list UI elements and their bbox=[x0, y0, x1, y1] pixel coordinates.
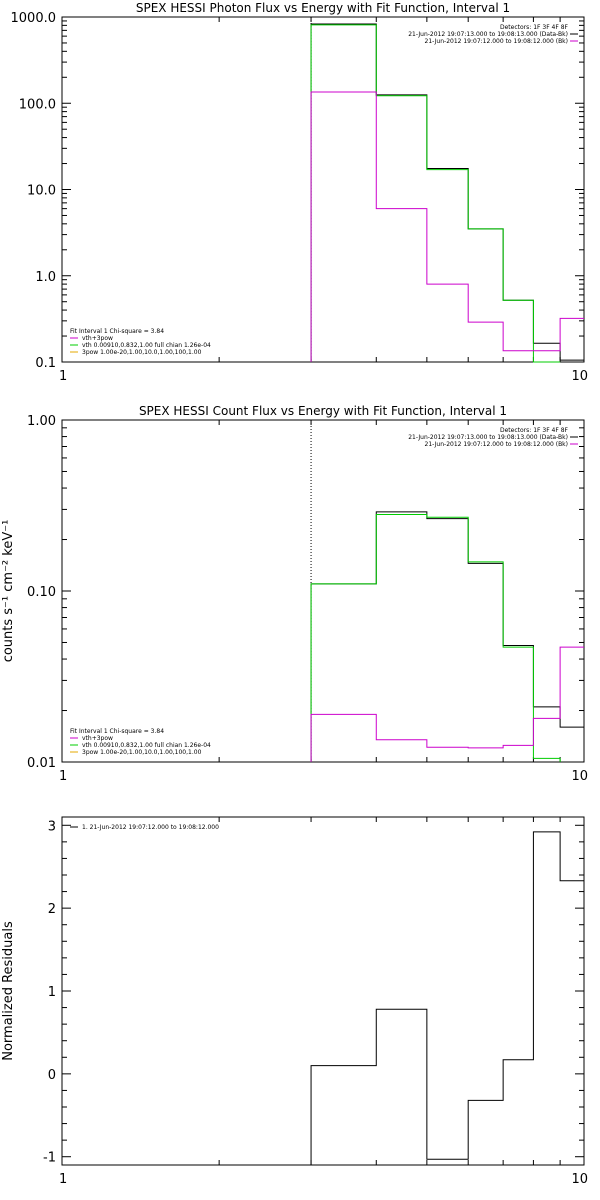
chart-title: SPEX HESSI Photon Flux vs Energy with Fi… bbox=[136, 1, 510, 15]
fit-legend-text: vth+3pow bbox=[82, 735, 113, 742]
y-tick-label: 0.10 bbox=[27, 585, 56, 600]
x-axis: 1 10 bbox=[59, 420, 588, 784]
y-tick-label: 3 bbox=[48, 819, 56, 834]
x-tick-label: 10 bbox=[571, 1172, 588, 1187]
fit-legend-text: Fit Interval 1 Chi-square = 3.84 bbox=[70, 328, 164, 335]
series-2 bbox=[310, 24, 561, 363]
y-tick-label: 0 bbox=[48, 1068, 56, 1083]
legend: 1. 21-Jun-2012 19:07:12.000 to 19:08:12.… bbox=[70, 824, 219, 831]
y-axis: 0.01 0.10 1.00 bbox=[27, 414, 584, 771]
x-tick-label: 10 bbox=[571, 769, 588, 784]
fit-legend-text: Fit Interval 1 Chi-square = 3.84 bbox=[70, 728, 164, 735]
y-tick-label: 2 bbox=[48, 902, 56, 917]
step-line bbox=[310, 514, 561, 762]
series-1 bbox=[310, 23, 584, 362]
panel-2: SPEX HESSI Count Flux vs Energy with Fit… bbox=[1, 404, 588, 784]
y-axis-label: counts s⁻¹ cm⁻² keV⁻¹ bbox=[1, 520, 16, 663]
plot-frame bbox=[61, 16, 585, 363]
y-tick-label: 1000.0 bbox=[11, 11, 57, 26]
x-axis: 1 10 bbox=[59, 817, 588, 1187]
chart-title: SPEX HESSI Count Flux vs Energy with Fit… bbox=[139, 404, 507, 418]
x-tick-label: 1 bbox=[59, 369, 67, 384]
fit-legend: Fit Interval 1 Chi-square = 3.84vth+3pow… bbox=[70, 328, 211, 356]
step-line bbox=[310, 646, 584, 762]
y-axis-label: Normalized Residuals bbox=[1, 921, 16, 1061]
plot-frame bbox=[61, 419, 585, 763]
step-line bbox=[310, 23, 584, 362]
legend-text: 21-Jun-2012 19:07:12.000 to 19:08:12.000… bbox=[425, 38, 568, 45]
fit-legend-text: vth 0.00910,0.832,1.00 full chian 1.26e-… bbox=[82, 742, 211, 749]
fit-legend-text: 3pow 1.00e-20,1.00,10.0,1.00,100,1.00 bbox=[82, 749, 202, 756]
y-tick-label: -1 bbox=[43, 1151, 56, 1166]
fit-legend: Fit Interval 1 Chi-square = 3.84vth+3pow… bbox=[70, 728, 211, 756]
fit-legend-text: 3pow 1.00e-20,1.00,10.0,1.00,100,1.00 bbox=[82, 349, 202, 356]
legend-text: 21-Jun-2012 19:07:13.000 to 19:08:13.000… bbox=[408, 434, 568, 441]
y-tick-label: 100.0 bbox=[19, 97, 56, 112]
y-axis: -1 0 1 2 3 bbox=[43, 819, 584, 1166]
y-axis: 0.1 1.0 10.0 100.0 1000.0 bbox=[11, 11, 584, 371]
y-tick-label: 1.0 bbox=[35, 270, 56, 285]
legend-text: 21-Jun-2012 19:07:12.000 to 19:08:12.000… bbox=[425, 441, 568, 448]
series-3 bbox=[310, 646, 584, 762]
y-tick-label: 0.1 bbox=[35, 356, 56, 371]
series-3 bbox=[310, 91, 584, 362]
panel-3: Normalized Residuals 1 10 -1 0 1 2 3 1. 21-Jun-2… bbox=[1, 816, 588, 1187]
series-1 bbox=[310, 511, 584, 762]
plot-frame bbox=[61, 816, 585, 1166]
fit-legend-text: vth 0.00910,0.832,1.00 full chian 1.26e-… bbox=[82, 342, 211, 349]
x-tick-label: 1 bbox=[59, 769, 67, 784]
y-tick-label: 10.0 bbox=[27, 184, 56, 199]
step-line bbox=[310, 91, 584, 362]
legend-text: Detectors: 1F 3F 4F 8F bbox=[500, 427, 569, 434]
x-tick-label: 1 bbox=[59, 1172, 67, 1187]
step-line bbox=[310, 24, 561, 363]
legend-text: 21-Jun-2012 19:07:13.000 to 19:08:13.000… bbox=[408, 31, 568, 38]
panel-1: SPEX HESSI Photon Flux vs Energy with Fi… bbox=[11, 1, 589, 384]
y-tick-label: 1 bbox=[48, 985, 56, 1000]
x-tick-label: 10 bbox=[571, 369, 588, 384]
series-1 bbox=[310, 831, 584, 1165]
y-tick-label: 1.00 bbox=[27, 414, 56, 429]
y-tick-label: 0.01 bbox=[27, 756, 56, 771]
fit-legend-text: vth+3pow bbox=[82, 335, 113, 342]
step-line bbox=[310, 511, 584, 762]
step-line bbox=[310, 831, 584, 1165]
legend-text: 1. 21-Jun-2012 19:07:12.000 to 19:08:12.… bbox=[82, 824, 219, 831]
legend-text: Detectors: 1F 3F 4F 8F bbox=[500, 24, 569, 31]
series-2 bbox=[310, 514, 561, 762]
